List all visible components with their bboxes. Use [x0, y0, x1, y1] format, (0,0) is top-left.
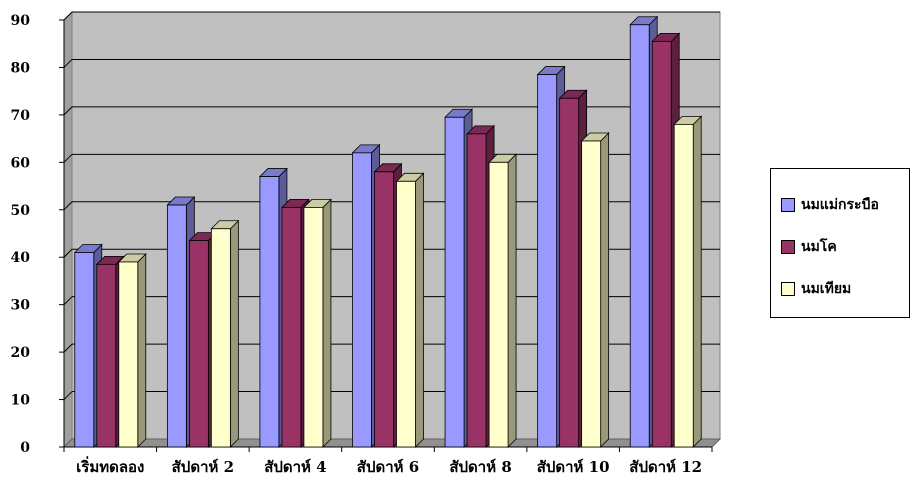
y-tick-label: 0 [20, 440, 30, 456]
y-tick-label: 50 [11, 203, 31, 219]
x-tick-label: สัปดาห์ 2 [172, 458, 234, 476]
bar-front [96, 263, 117, 448]
y-tick-label: 10 [11, 393, 31, 409]
bar-side [322, 198, 332, 448]
y-tick-label: 30 [11, 298, 31, 314]
bar-front [581, 140, 602, 448]
y-tick-label: 70 [11, 108, 31, 124]
bar-front [537, 74, 558, 448]
gridline-diagonal [63, 59, 73, 68]
y-tick-label: 40 [11, 250, 31, 266]
bar-front [559, 97, 580, 448]
x-tick-label: เริ่มทดลอง [76, 456, 144, 476]
gridline-diagonal [63, 296, 73, 306]
legend-swatch [781, 240, 795, 254]
bar-front [118, 261, 139, 448]
bar [117, 253, 147, 448]
y-tick-label: 20 [11, 345, 31, 361]
bars [73, 15, 703, 448]
bar-front [303, 207, 324, 448]
bar [302, 198, 332, 448]
legend-label: นมแม่กระบือ [801, 197, 879, 213]
y-tick-label: 80 [11, 60, 31, 76]
bar-side [137, 253, 147, 448]
bar-front [281, 207, 302, 448]
bar-front [466, 133, 487, 448]
legend-swatch [781, 198, 795, 212]
bar [488, 153, 518, 448]
bar-front [673, 123, 694, 448]
bar-front [210, 228, 231, 448]
legend-label: นมเทียม [801, 281, 852, 297]
gridline-diagonal [63, 106, 73, 116]
x-axis-ticks: เริ่มทดลอง สัปดาห์ 2 สัปดาห์ 4 สัปดาห์ 6 สัป… [63, 447, 713, 476]
gridline-diagonal [63, 153, 73, 163]
bar-front [352, 152, 372, 448]
legend: นมแม่กระบือนมโคนมเทียม [770, 168, 910, 318]
legend-item: นมแม่กระบือ [781, 195, 879, 215]
x-tick-label: สัปดาห์ 6 [357, 458, 419, 476]
gridline-diagonal [63, 11, 73, 21]
bar [395, 172, 425, 448]
x-tick-label: สัปดาห์ 4 [264, 458, 326, 476]
plot-side-wall [63, 10, 73, 449]
gridline-diagonal [63, 391, 73, 400]
gridline-diagonal [63, 343, 73, 353]
bar-front [188, 240, 209, 448]
bar-side [415, 172, 424, 448]
y-tick-label: 60 [11, 155, 31, 171]
bar-front [444, 116, 465, 448]
x-tick-label: สัปดาห์ 10 [537, 458, 610, 476]
bar-front [166, 204, 187, 448]
y-tick-label: 90 [11, 13, 31, 29]
legend-item: นมเทียม [781, 279, 851, 299]
legend-label: นมโค [801, 239, 837, 255]
x-tick-label: สัปดาห์ 12 [629, 458, 702, 476]
bar-side [600, 132, 610, 448]
legend-swatch [781, 282, 795, 296]
bar-front [651, 40, 672, 448]
y-axis-ticks: 0 10 20 30 40 50 60 70 80 90 [11, 13, 712, 456]
bar-front [259, 176, 280, 448]
bar-front [374, 171, 394, 448]
bar [210, 219, 240, 448]
bar [673, 115, 703, 448]
bar-front [396, 180, 416, 448]
bar-side [507, 153, 517, 448]
gridline-diagonal [63, 248, 73, 258]
bar-side [692, 115, 702, 448]
legend-item: นมโค [781, 237, 837, 257]
bar-side [229, 219, 239, 448]
bar-front [74, 252, 95, 448]
x-tick-label: สัปดาห์ 8 [449, 458, 511, 476]
bar-front [629, 24, 650, 448]
bar [580, 132, 610, 448]
bar-front [488, 161, 509, 448]
gridline-diagonal [63, 201, 73, 211]
